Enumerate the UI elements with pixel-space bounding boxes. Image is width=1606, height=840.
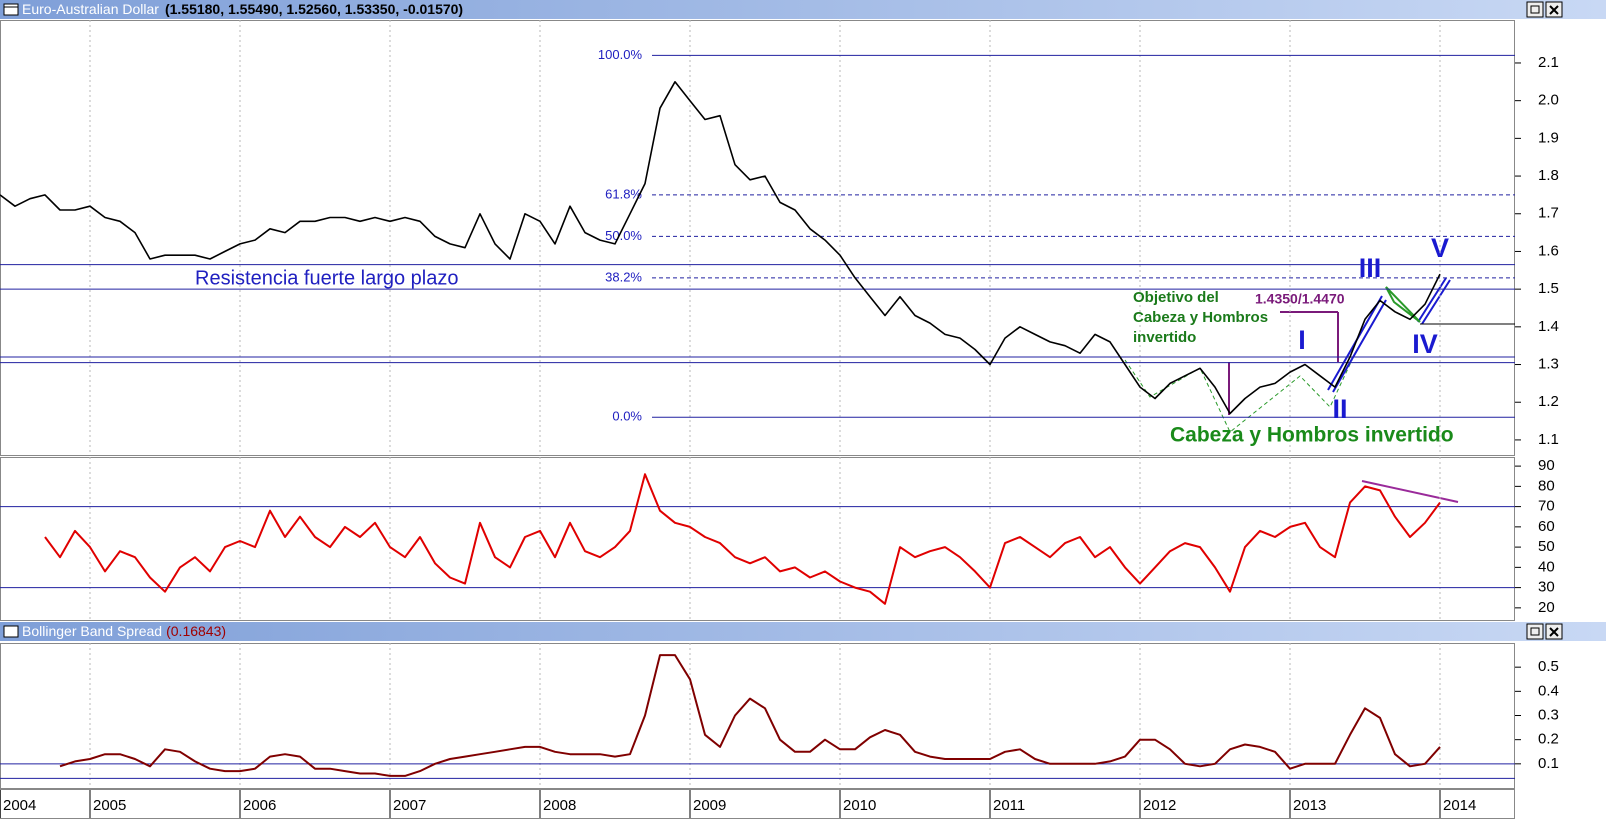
y-tick-label: 0.1 <box>1538 755 1559 772</box>
close-icon <box>1549 5 1559 15</box>
y-tick-label: 0.4 <box>1538 682 1559 699</box>
y-tick-label: 1.1 <box>1538 431 1559 448</box>
bb-window-icon <box>3 625 19 638</box>
fib-label: 50.0% <box>605 228 642 243</box>
bb-title: Bollinger Band Spread (0.16843) <box>22 623 226 639</box>
fib-label: 38.2% <box>605 269 642 284</box>
x-tick-label: 2008 <box>543 797 576 814</box>
bb-maximize-icon <box>1530 627 1540 636</box>
bb-panel <box>0 643 1515 789</box>
annotation: Cabeza y Hombros invertido <box>1170 424 1454 447</box>
y-tick-label: 30 <box>1538 579 1555 596</box>
y-tick-label: 70 <box>1538 498 1555 515</box>
objective-note: Objetivo del <box>1133 289 1219 306</box>
y-tick-label: 40 <box>1538 558 1555 575</box>
y-tick-label: 1.4 <box>1538 318 1559 335</box>
objective-note: invertido <box>1133 329 1196 346</box>
bb-maximize-button[interactable] <box>1526 623 1544 640</box>
wave-label: I <box>1298 325 1306 355</box>
x-tick-label: 2005 <box>93 797 126 814</box>
y-tick-label: 80 <box>1538 477 1555 494</box>
x-tick-label: 2007 <box>393 797 426 814</box>
title-bar <box>0 0 1606 19</box>
price-panel <box>0 20 1515 456</box>
wave-label: IV <box>1412 329 1438 359</box>
series-line <box>59 654 1441 777</box>
y-tick-label: 60 <box>1538 518 1555 535</box>
y-tick-label: 50 <box>1538 538 1555 555</box>
rsi-panel <box>0 457 1515 621</box>
wave-trend-5 <box>1417 277 1451 325</box>
title-name: Euro-Australian Dollar <box>22 1 159 17</box>
annotation: 1.4350/1.4470 <box>1255 291 1345 307</box>
chart-title: Euro-Australian Dollar (1.55180, 1.55490,… <box>22 1 463 17</box>
y-tick-label: 1.2 <box>1538 393 1559 410</box>
y-tick-label: 1.5 <box>1538 280 1559 297</box>
y-tick-label: 90 <box>1538 457 1555 474</box>
rsi-divergence <box>1361 480 1459 503</box>
y-tick-label: 1.8 <box>1538 167 1559 184</box>
y-tick-label: 0.2 <box>1538 731 1559 748</box>
fib-label: 61.8% <box>605 186 642 201</box>
bb-window-buttons[interactable] <box>1526 623 1563 640</box>
wave-label: III <box>1359 253 1382 283</box>
y-tick-label: 0.5 <box>1538 658 1559 675</box>
x-tick-label: 2012 <box>1143 797 1176 814</box>
x-tick-label: 2004 <box>3 797 36 814</box>
fib-label: 100.0% <box>598 47 643 62</box>
wave-4-triangle <box>1385 286 1421 323</box>
y-tick-label: 1.3 <box>1538 356 1559 373</box>
x-tick-label: 2014 <box>1443 797 1476 814</box>
x-tick-label: 2013 <box>1293 797 1326 814</box>
bb-title-name: Bollinger Band Spread <box>22 623 162 639</box>
title-values: (1.55180, 1.55490, 1.52560, 1.53350, -0.… <box>165 1 463 17</box>
x-axis-strip <box>0 789 1515 819</box>
objective-note: Cabeza y Hombros <box>1133 309 1268 326</box>
series-line <box>44 473 1441 605</box>
series-line <box>0 81 1441 415</box>
bb-close-icon <box>1549 627 1559 637</box>
x-tick-label: 2011 <box>993 797 1025 814</box>
y-tick-label: 20 <box>1538 599 1555 616</box>
x-tick-label: 2010 <box>843 797 876 814</box>
head-shoulders-outline <box>1124 359 1353 433</box>
y-tick-label: 1.6 <box>1538 242 1559 259</box>
maximize-icon <box>1530 5 1540 14</box>
wave-label: II <box>1332 394 1347 424</box>
window-icon <box>3 3 19 16</box>
x-tick-label: 2006 <box>243 797 276 814</box>
y-tick-label: 0.3 <box>1538 706 1559 723</box>
y-tick-label: 1.9 <box>1538 129 1559 146</box>
y-tick-label: 1.7 <box>1538 205 1559 222</box>
window-buttons[interactable] <box>1526 1 1563 18</box>
bb-title-bar <box>0 622 1606 641</box>
x-tick-label: 2009 <box>693 797 726 814</box>
wave-label: V <box>1431 233 1449 263</box>
maximize-button[interactable] <box>1526 1 1544 18</box>
y-tick-label: 2.0 <box>1538 92 1559 109</box>
annotation: Resistencia fuerte largo plazo <box>195 267 458 289</box>
y-tick-label: 2.1 <box>1538 54 1559 71</box>
bb-title-value: (0.16843) <box>166 623 226 639</box>
fib-label: 0.0% <box>612 409 642 424</box>
